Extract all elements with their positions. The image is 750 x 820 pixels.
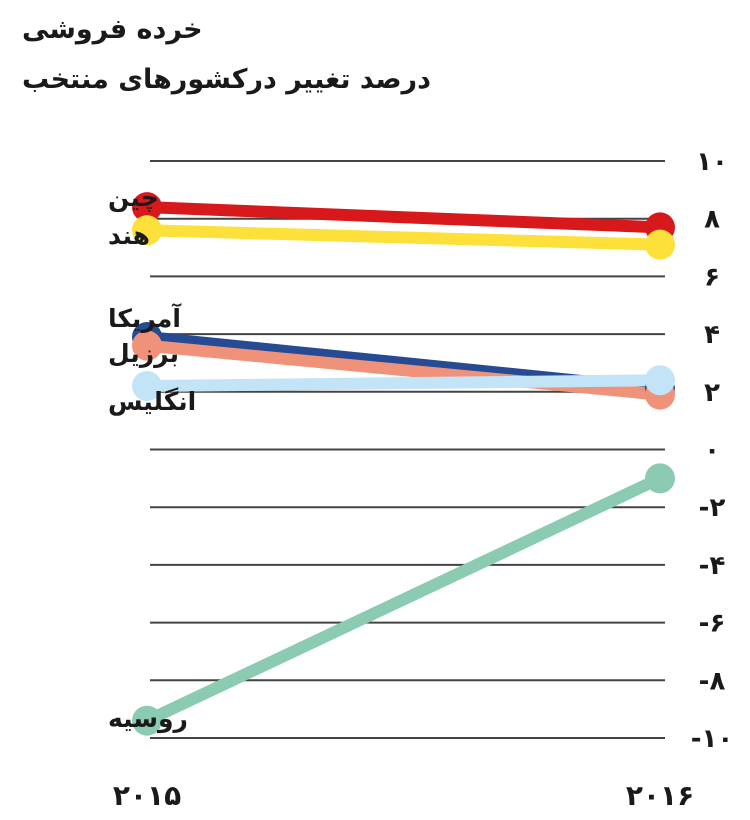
series-line (141, 374, 666, 393)
series-lines (141, 201, 666, 727)
series-label: برزیل (108, 339, 179, 369)
series-labels: چین هند آمریکا برزیل انگلیس روسیه (108, 183, 196, 734)
series-label: هند (108, 221, 150, 250)
series-label: آمریکا (108, 303, 182, 334)
y-tick-label: -۱۰ (691, 724, 734, 754)
x-tick-label: ۲۰۱۶ (626, 779, 694, 812)
y-tick-label: ۰ (704, 436, 720, 466)
y-tick-label: ۱۰ (696, 147, 728, 177)
y-tick-label: -۲ (699, 493, 726, 523)
data-point (132, 371, 162, 402)
series-line (141, 201, 666, 234)
data-point (132, 330, 162, 361)
data-point (645, 229, 675, 260)
series-label: انگلیس (108, 387, 196, 416)
y-tick-label: -۴ (699, 551, 726, 581)
data-point (645, 365, 675, 396)
series-line (141, 224, 666, 251)
series-line (141, 472, 666, 727)
y-tick-label: ۴ (704, 320, 720, 350)
data-point (132, 215, 162, 246)
data-point (645, 463, 675, 494)
y-tick-label: -۶ (699, 609, 726, 639)
chart-subtitle: درصد تغییر درکشورهای منتخب (22, 64, 431, 95)
y-tick-label: -۸ (699, 666, 726, 696)
data-point (132, 192, 162, 223)
grid-lines (150, 160, 665, 739)
y-tick-label: ۸ (704, 205, 720, 235)
x-tick-label: ۲۰۱۵ (113, 779, 181, 812)
series-label: چین (108, 183, 159, 213)
y-tick-label: ۶ (704, 262, 720, 292)
y-axis-ticks: ۱۰ ۸ ۶ ۴ ۲ ۰ -۲ -۴ -۶ -۸ -۱۰ (691, 147, 734, 754)
data-point (132, 705, 162, 736)
series-label: روسیه (108, 704, 188, 734)
x-axis-ticks: ۲۰۱۵ ۲۰۱۶ (113, 779, 694, 812)
y-tick-label: ۲ (704, 378, 720, 408)
chart-title: خرده فروشی (22, 14, 203, 45)
series-points (132, 192, 675, 736)
